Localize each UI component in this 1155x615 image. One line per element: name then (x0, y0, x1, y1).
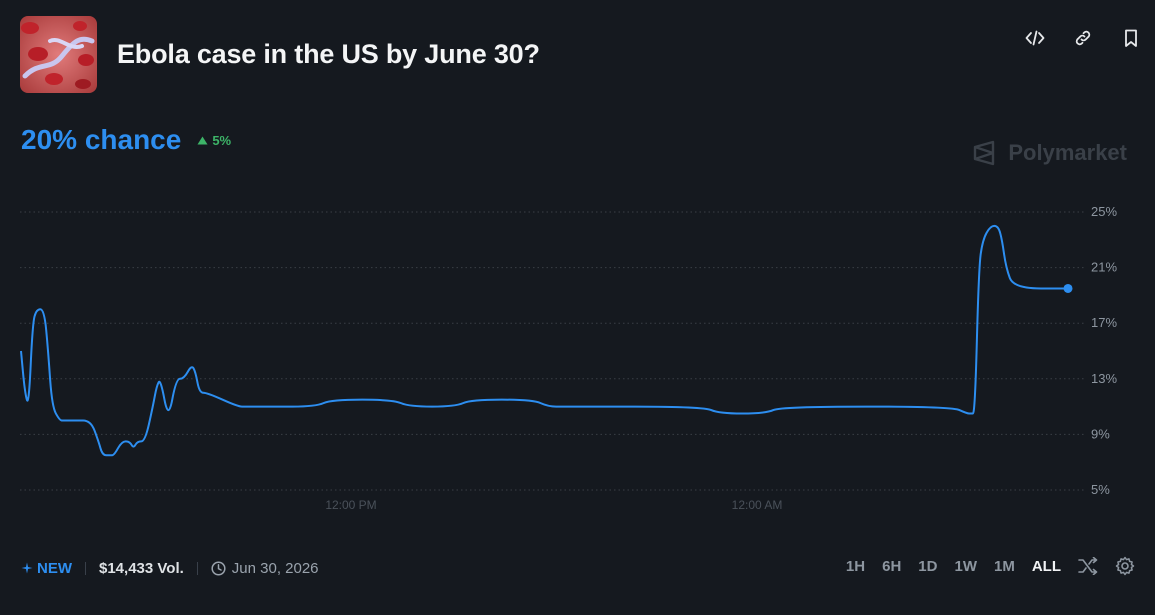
gear-icon (1115, 556, 1135, 576)
price-chart[interactable]: 25% 21% 17% 13% 9% 5% 12:00 PM 12:00 AM (0, 195, 1155, 525)
y-tick-label: 13% (1091, 371, 1117, 386)
y-tick-label: 21% (1091, 260, 1117, 275)
range-6h[interactable]: 6H (882, 557, 902, 575)
volume-text: $14,433 Vol. (99, 559, 184, 577)
probability-line (20, 224, 1068, 457)
change-badge: 5% (197, 133, 231, 148)
sparkle-icon (21, 562, 33, 574)
embed-button[interactable] (1023, 26, 1047, 50)
y-tick-label: 9% (1091, 426, 1110, 441)
polymarket-logo-icon (974, 140, 995, 166)
time-range-selector: 1H 6H 1D 1W 1M ALL (846, 556, 1135, 576)
range-1d[interactable]: 1D (918, 557, 938, 575)
end-date-text: Jun 30, 2026 (231, 559, 319, 577)
y-tick-label: 17% (1091, 315, 1117, 330)
code-icon (1025, 30, 1045, 46)
range-1h[interactable]: 1H (845, 557, 866, 575)
y-tick-label: 5% (1091, 482, 1110, 497)
end-date: Jun 30, 2026 (211, 560, 319, 577)
brand-watermark: Polymarket (972, 140, 1127, 166)
brand-name: Polymarket (1008, 140, 1127, 165)
shuffle-icon (1078, 557, 1098, 575)
header-actions (1023, 26, 1143, 50)
shuffle-button[interactable] (1078, 556, 1098, 576)
range-all[interactable]: ALL (1031, 557, 1061, 575)
market-thumbnail (20, 15, 97, 93)
market-header: Ebola case in the US by June 30? (20, 15, 1135, 93)
bookmark-icon (1125, 29, 1137, 47)
x-tick-label: 12:00 AM (732, 498, 783, 512)
divider (85, 561, 86, 575)
settings-button[interactable] (1115, 556, 1135, 576)
ebola-virus-image (20, 15, 97, 93)
range-1m[interactable]: 1M (993, 557, 1015, 575)
triangle-up-icon (197, 136, 208, 144)
bookmark-button[interactable] (1119, 26, 1143, 50)
chart-footer: NEW $14,433 Vol. Jun 30, 2026 1H 6H 1D 1… (21, 556, 1135, 580)
y-tick-label: 25% (1091, 204, 1117, 219)
chance-value: 20% chance (21, 124, 182, 155)
link-icon (1075, 30, 1091, 46)
current-value-point (1063, 283, 1073, 293)
divider (196, 561, 198, 575)
change-value: 5% (212, 132, 232, 148)
probability-summary: 20% chance 5% (21, 124, 231, 156)
new-label: NEW (37, 559, 72, 577)
copy-link-button[interactable] (1071, 26, 1095, 50)
clock-icon (211, 560, 226, 576)
market-title: Ebola case in the US by June 30? (117, 38, 540, 69)
new-tag: NEW (21, 560, 72, 577)
range-1w[interactable]: 1W (954, 557, 977, 575)
x-tick-label: 12:00 PM (325, 498, 376, 512)
